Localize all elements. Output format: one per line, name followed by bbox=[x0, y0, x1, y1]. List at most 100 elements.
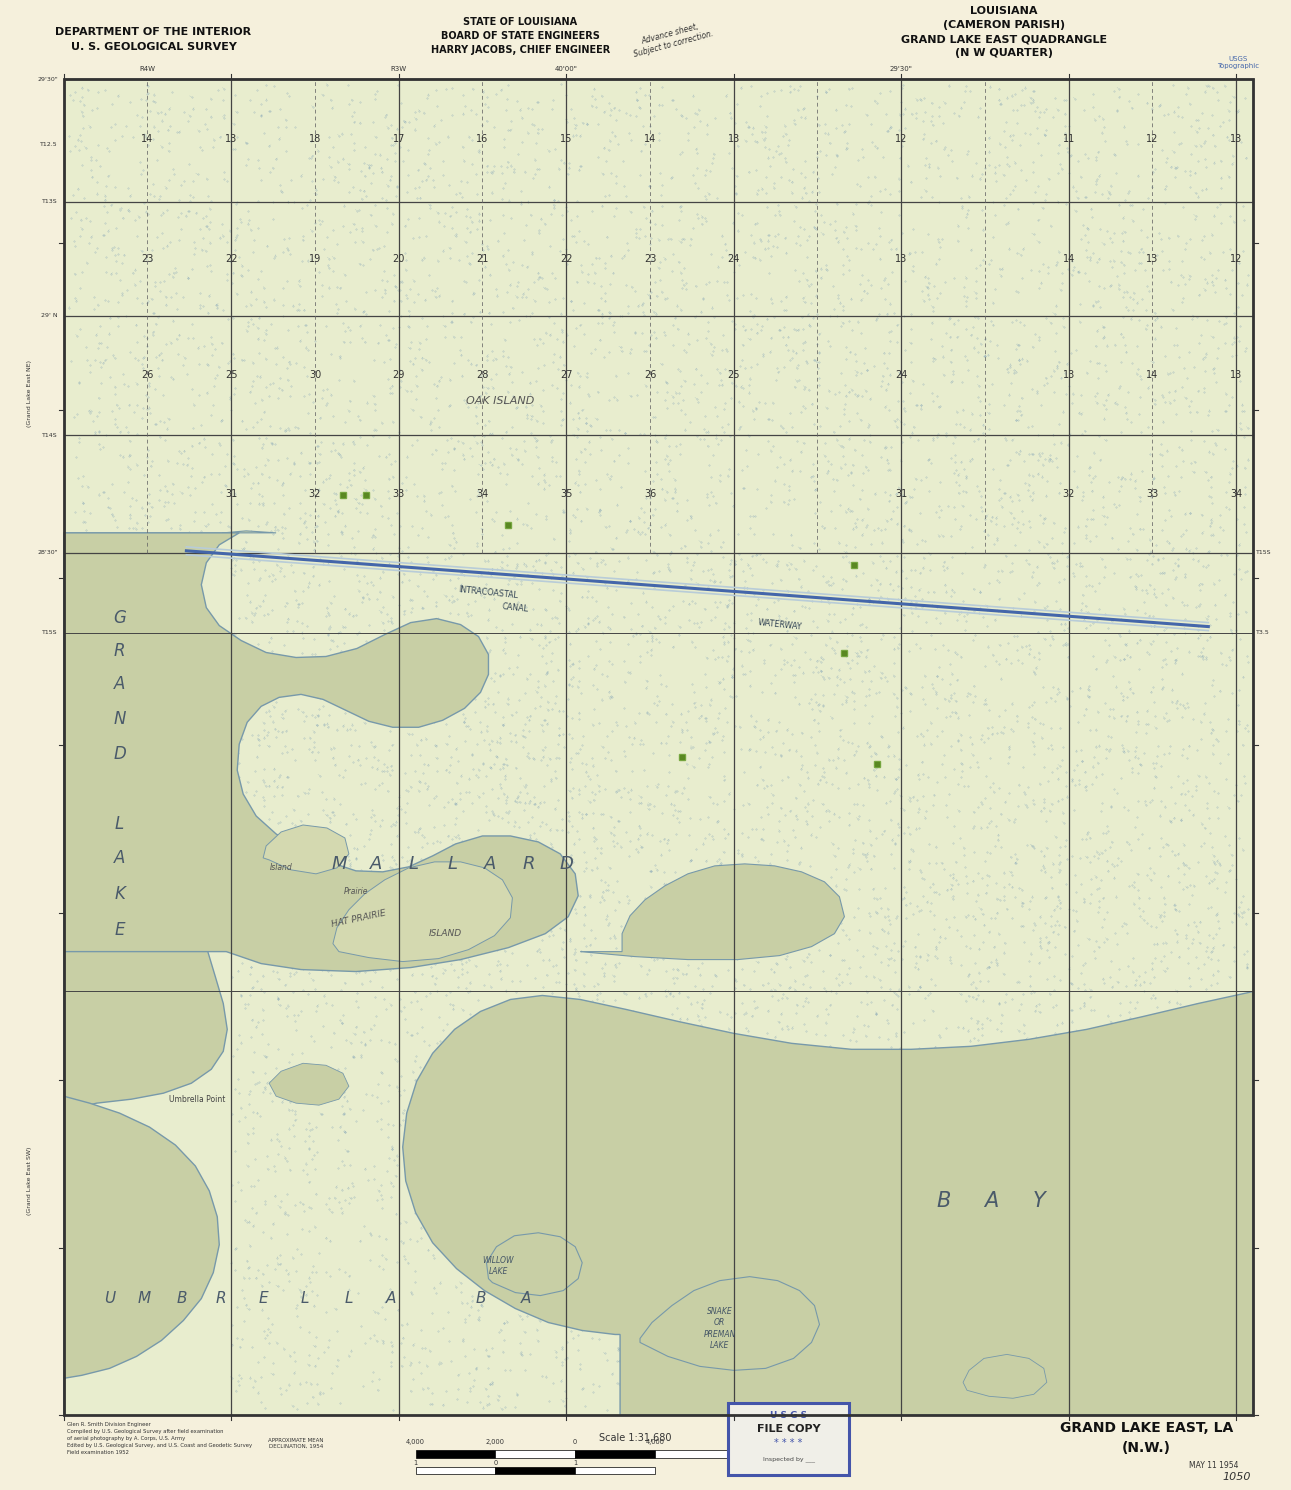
Point bbox=[799, 313, 820, 337]
Point bbox=[653, 827, 674, 851]
Point bbox=[1181, 931, 1202, 955]
Point bbox=[1047, 755, 1068, 779]
Point bbox=[1154, 177, 1175, 201]
Point bbox=[404, 472, 425, 496]
Point bbox=[936, 1016, 957, 1040]
Point bbox=[773, 417, 794, 441]
Point bbox=[1122, 352, 1143, 375]
Point bbox=[378, 738, 399, 761]
Point bbox=[880, 1389, 901, 1413]
Point bbox=[553, 930, 573, 954]
Point bbox=[975, 1383, 995, 1407]
Point bbox=[816, 1171, 837, 1195]
Point bbox=[454, 706, 475, 730]
Point bbox=[720, 1155, 741, 1179]
Point bbox=[456, 951, 476, 974]
Point bbox=[434, 910, 454, 934]
Point bbox=[390, 1229, 411, 1253]
Point bbox=[231, 210, 252, 234]
Point bbox=[775, 934, 795, 958]
Point bbox=[773, 730, 794, 754]
Point bbox=[1059, 645, 1079, 669]
Point bbox=[607, 1173, 627, 1196]
Point bbox=[298, 738, 319, 761]
Point bbox=[795, 639, 816, 663]
Point bbox=[1025, 662, 1046, 685]
Point bbox=[520, 1341, 541, 1365]
Point bbox=[626, 1334, 647, 1357]
Point bbox=[658, 724, 679, 748]
Point bbox=[918, 831, 939, 855]
Point bbox=[642, 638, 662, 662]
Point bbox=[309, 574, 329, 597]
Point bbox=[269, 1129, 289, 1153]
Point bbox=[651, 183, 671, 207]
Point bbox=[226, 192, 247, 216]
Point bbox=[847, 642, 868, 666]
Point bbox=[303, 529, 324, 553]
Point bbox=[112, 362, 133, 386]
Point bbox=[698, 271, 719, 295]
Point bbox=[733, 314, 754, 338]
Point bbox=[794, 432, 815, 456]
Point bbox=[851, 361, 871, 384]
Point bbox=[1075, 563, 1096, 587]
Point bbox=[564, 1077, 585, 1101]
Point bbox=[1155, 653, 1176, 676]
Point bbox=[738, 898, 759, 922]
Point bbox=[873, 352, 893, 375]
Point bbox=[484, 669, 505, 693]
Point bbox=[154, 535, 174, 559]
Point bbox=[624, 1378, 644, 1402]
Point bbox=[949, 104, 970, 128]
Point bbox=[276, 592, 297, 615]
Point bbox=[460, 487, 480, 511]
Point bbox=[466, 395, 487, 419]
Point bbox=[1127, 827, 1148, 851]
Point bbox=[1034, 122, 1055, 146]
Point bbox=[813, 1313, 834, 1337]
Point bbox=[799, 596, 820, 620]
Point bbox=[780, 1347, 800, 1371]
Point bbox=[1081, 985, 1101, 1009]
Point bbox=[861, 1353, 882, 1377]
Point bbox=[617, 891, 638, 915]
Point bbox=[948, 1094, 968, 1118]
Point bbox=[1019, 633, 1039, 657]
Point bbox=[846, 1313, 866, 1337]
Point bbox=[311, 1070, 332, 1094]
Point bbox=[519, 910, 540, 934]
Point bbox=[919, 982, 940, 1006]
Point bbox=[891, 796, 911, 820]
Text: A: A bbox=[386, 1290, 396, 1307]
Point bbox=[626, 80, 647, 104]
Point bbox=[340, 221, 360, 244]
Point bbox=[252, 484, 272, 508]
Point bbox=[1118, 799, 1139, 822]
Point bbox=[599, 91, 620, 115]
Point bbox=[1050, 411, 1070, 435]
Point bbox=[117, 454, 138, 478]
Point bbox=[622, 1183, 643, 1207]
Point bbox=[914, 1123, 935, 1147]
Point bbox=[880, 808, 901, 831]
Point bbox=[538, 1007, 559, 1031]
Point bbox=[678, 1021, 698, 1044]
Point bbox=[564, 897, 585, 921]
Point bbox=[993, 963, 1013, 986]
Point bbox=[1214, 1180, 1234, 1204]
Point bbox=[319, 1196, 340, 1220]
Point bbox=[635, 983, 656, 1007]
Point bbox=[190, 280, 210, 304]
Point bbox=[514, 1238, 534, 1262]
Point bbox=[771, 744, 791, 767]
Point bbox=[520, 516, 541, 539]
Point bbox=[137, 203, 158, 226]
Point bbox=[564, 958, 585, 982]
Point bbox=[297, 365, 318, 389]
Point bbox=[785, 1089, 806, 1113]
Point bbox=[511, 179, 532, 203]
Point bbox=[600, 1110, 621, 1134]
Point bbox=[941, 700, 962, 724]
Point bbox=[411, 1362, 431, 1386]
